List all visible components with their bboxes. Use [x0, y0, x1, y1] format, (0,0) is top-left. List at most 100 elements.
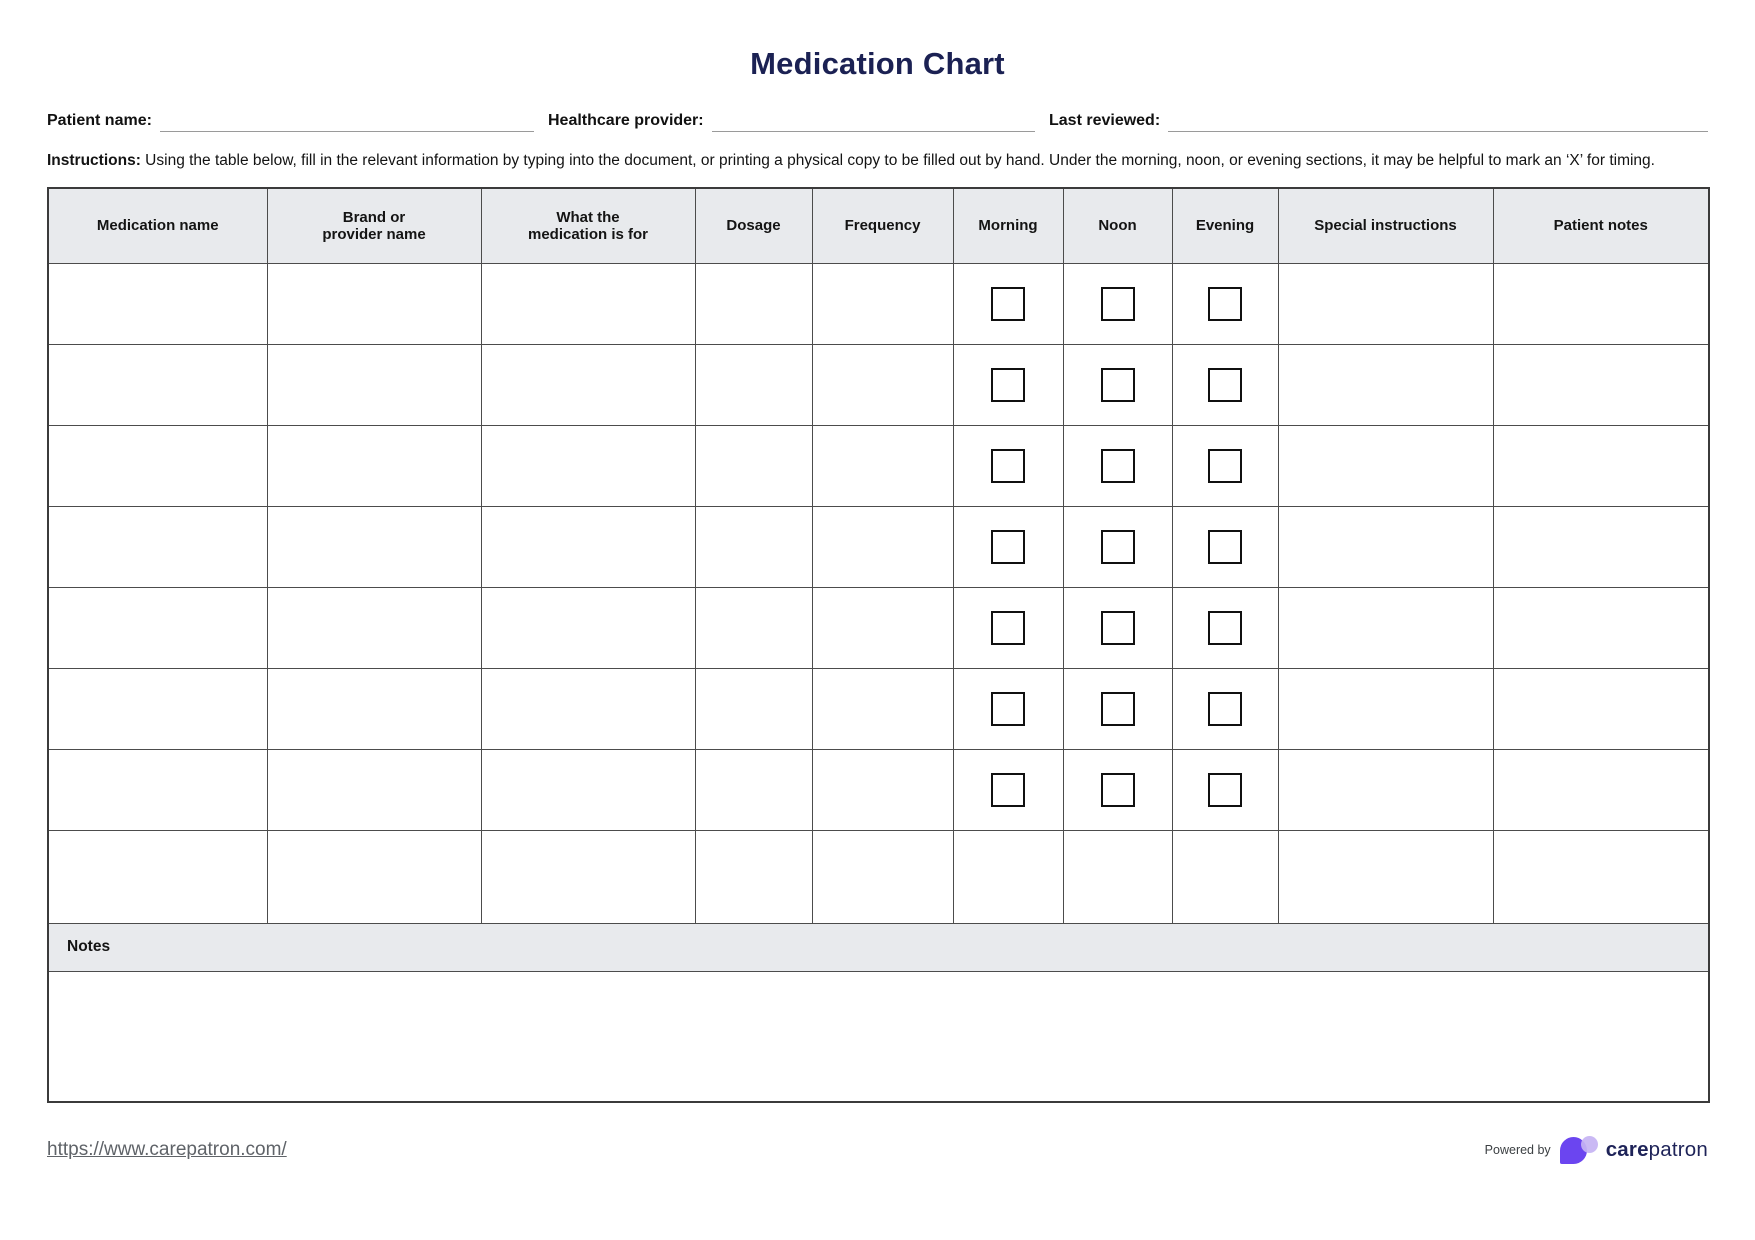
cell-what-the-medication-is-for[interactable]: [480, 343, 696, 426]
cell-special-instructions[interactable]: [1277, 262, 1494, 345]
cell-special-instructions[interactable]: [1277, 829, 1494, 924]
cell-patient-notes[interactable]: [1492, 262, 1710, 345]
checkbox-morning[interactable]: [991, 529, 1025, 564]
checkbox-morning[interactable]: [991, 286, 1025, 321]
checkbox-noon[interactable]: [1100, 286, 1135, 321]
cell-morning[interactable]: [952, 829, 1064, 924]
cell-morning[interactable]: [952, 586, 1064, 669]
cell-what-the-medication-is-for[interactable]: [480, 829, 696, 924]
cell-brand-or-provider-name[interactable]: [266, 424, 482, 507]
cell-evening[interactable]: [1171, 505, 1279, 588]
cell-morning[interactable]: [952, 424, 1064, 507]
cell-frequency[interactable]: [811, 505, 954, 588]
cell-medication-name[interactable]: [47, 667, 268, 750]
cell-what-the-medication-is-for[interactable]: [480, 505, 696, 588]
checkbox-evening[interactable]: [1208, 529, 1242, 564]
cell-morning[interactable]: [952, 343, 1064, 426]
cell-morning[interactable]: [952, 505, 1064, 588]
cell-what-the-medication-is-for[interactable]: [480, 262, 696, 345]
cell-noon[interactable]: [1062, 343, 1173, 426]
cell-noon[interactable]: [1062, 667, 1173, 750]
cell-frequency[interactable]: [811, 748, 954, 831]
checkbox-morning[interactable]: [991, 367, 1025, 402]
cell-patient-notes[interactable]: [1492, 343, 1710, 426]
notes-input-area[interactable]: [47, 970, 1710, 1103]
checkbox-noon[interactable]: [1100, 367, 1135, 402]
patient-name-input[interactable]: [159, 112, 534, 132]
checkbox-noon[interactable]: [1100, 448, 1135, 483]
cell-dosage[interactable]: [694, 667, 813, 750]
checkbox-morning[interactable]: [991, 691, 1025, 726]
cell-special-instructions[interactable]: [1277, 343, 1494, 426]
cell-brand-or-provider-name[interactable]: [266, 343, 482, 426]
cell-special-instructions[interactable]: [1277, 748, 1494, 831]
cell-special-instructions[interactable]: [1277, 586, 1494, 669]
checkbox-evening[interactable]: [1208, 691, 1242, 726]
cell-patient-notes[interactable]: [1492, 424, 1710, 507]
cell-special-instructions[interactable]: [1277, 505, 1494, 588]
checkbox-evening[interactable]: [1208, 772, 1242, 807]
cell-dosage[interactable]: [694, 343, 813, 426]
cell-evening[interactable]: [1171, 424, 1279, 507]
cell-evening[interactable]: [1171, 829, 1279, 924]
cell-evening[interactable]: [1171, 748, 1279, 831]
checkbox-noon[interactable]: [1100, 610, 1135, 645]
checkbox-evening[interactable]: [1208, 367, 1242, 402]
cell-brand-or-provider-name[interactable]: [266, 829, 482, 924]
carepatron-link[interactable]: https://www.carepatron.com/: [47, 1139, 287, 1160]
cell-what-the-medication-is-for[interactable]: [480, 424, 696, 507]
cell-brand-or-provider-name[interactable]: [266, 505, 482, 588]
cell-noon[interactable]: [1062, 424, 1173, 507]
checkbox-morning[interactable]: [991, 772, 1025, 807]
cell-frequency[interactable]: [811, 262, 954, 345]
cell-medication-name[interactable]: [47, 343, 268, 426]
cell-patient-notes[interactable]: [1492, 667, 1710, 750]
cell-brand-or-provider-name[interactable]: [266, 586, 482, 669]
checkbox-morning[interactable]: [991, 448, 1025, 483]
cell-brand-or-provider-name[interactable]: [266, 667, 482, 750]
cell-medication-name[interactable]: [47, 424, 268, 507]
cell-frequency[interactable]: [811, 586, 954, 669]
cell-evening[interactable]: [1171, 343, 1279, 426]
checkbox-noon[interactable]: [1100, 691, 1135, 726]
cell-evening[interactable]: [1171, 667, 1279, 750]
last-reviewed-input[interactable]: [1168, 112, 1708, 132]
cell-medication-name[interactable]: [47, 748, 268, 831]
cell-special-instructions[interactable]: [1277, 667, 1494, 750]
cell-frequency[interactable]: [811, 424, 954, 507]
cell-morning[interactable]: [952, 262, 1064, 345]
cell-noon[interactable]: [1062, 505, 1173, 588]
checkbox-noon[interactable]: [1100, 772, 1135, 807]
checkbox-evening[interactable]: [1208, 610, 1242, 645]
cell-special-instructions[interactable]: [1277, 424, 1494, 507]
checkbox-evening[interactable]: [1208, 286, 1242, 321]
cell-medication-name[interactable]: [47, 586, 268, 669]
cell-dosage[interactable]: [694, 424, 813, 507]
cell-frequency[interactable]: [811, 667, 954, 750]
cell-dosage[interactable]: [694, 505, 813, 588]
cell-medication-name[interactable]: [47, 262, 268, 345]
cell-frequency[interactable]: [811, 343, 954, 426]
checkbox-noon[interactable]: [1100, 529, 1135, 564]
cell-what-the-medication-is-for[interactable]: [480, 667, 696, 750]
cell-patient-notes[interactable]: [1492, 505, 1710, 588]
checkbox-evening[interactable]: [1208, 448, 1242, 483]
cell-noon[interactable]: [1062, 586, 1173, 669]
cell-medication-name[interactable]: [47, 829, 268, 924]
cell-noon[interactable]: [1062, 748, 1173, 831]
cell-dosage[interactable]: [694, 829, 813, 924]
healthcare-provider-input[interactable]: [711, 112, 1035, 132]
cell-dosage[interactable]: [694, 586, 813, 669]
cell-evening[interactable]: [1171, 262, 1279, 345]
checkbox-morning[interactable]: [991, 610, 1025, 645]
cell-morning[interactable]: [952, 667, 1064, 750]
cell-dosage[interactable]: [694, 748, 813, 831]
cell-brand-or-provider-name[interactable]: [266, 262, 482, 345]
cell-brand-or-provider-name[interactable]: [266, 748, 482, 831]
cell-medication-name[interactable]: [47, 505, 268, 588]
cell-what-the-medication-is-for[interactable]: [480, 748, 696, 831]
cell-frequency[interactable]: [811, 829, 954, 924]
cell-patient-notes[interactable]: [1492, 748, 1710, 831]
cell-noon[interactable]: [1062, 829, 1173, 924]
cell-patient-notes[interactable]: [1492, 586, 1710, 669]
